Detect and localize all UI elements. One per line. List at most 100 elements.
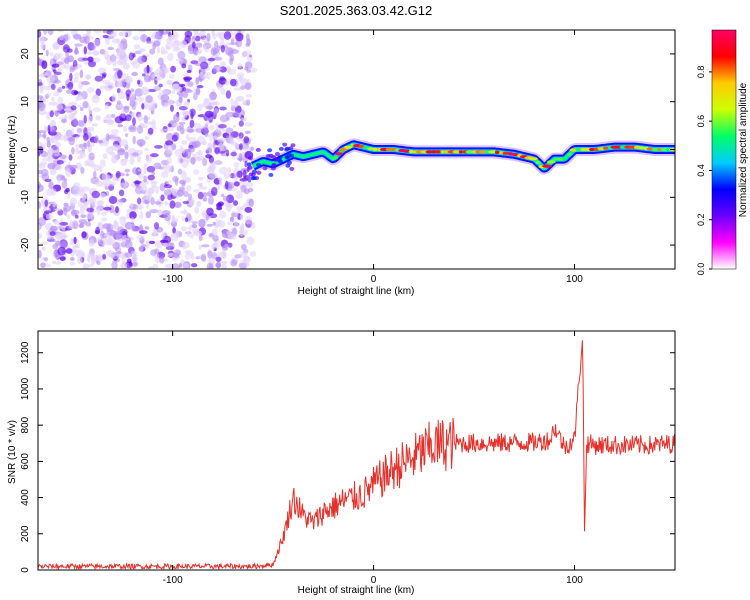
noise-blob [61,118,67,124]
noise-blob [192,169,200,175]
noise-blob [45,213,53,220]
spectrogram-y-tick-label: -20 [20,237,31,252]
noise-blob [155,68,163,76]
noise-blob [111,144,121,152]
noise-blob [82,263,90,269]
noise-blob [186,128,195,133]
noise-blob [183,77,191,83]
noise-blob [59,116,64,120]
noise-blob [183,191,189,197]
ridge-peak [458,150,464,154]
noise-blob [182,91,189,98]
noise-blob [38,163,46,169]
snr-plot-area [38,331,675,570]
noise-blob [205,213,209,221]
spectrogram-x-label: Height of straight line (km) [298,286,415,297]
noise-blob [185,217,188,223]
noise-blob [46,140,51,148]
noise-blob [198,56,207,64]
noise-blob [87,115,93,124]
noise-blob [72,33,82,40]
noise-blob [239,251,248,258]
noise-blob [154,145,163,149]
noise-blob [150,153,159,158]
noise-blob [141,103,145,110]
noise-blob [129,100,136,107]
noise-blob [132,60,141,69]
noise-blob [40,262,46,268]
noise-blob [210,162,216,171]
spectrogram-y-tick-label: -10 [20,190,31,205]
colorbar: 0.0 0.2 0.4 0.6 0.8 Normalized spectral ampl… [696,29,749,275]
ridge-peak [575,147,582,152]
noise-blob [206,32,211,42]
noise-blob [38,82,43,87]
noise-blob [218,77,227,85]
noise-blob [227,221,232,226]
noise-blob [116,59,125,66]
noise-blob [77,94,83,101]
ridge-start-blob [290,143,296,148]
noise-blob [212,234,219,242]
noise-blob [80,214,87,218]
noise-blob [180,226,188,232]
noise-blob [229,188,238,192]
noise-blob [148,240,156,245]
ridge-peak [562,157,568,161]
noise-blob [75,162,83,170]
noise-blob [174,201,182,208]
noise-blob [132,261,138,267]
noise-blob [182,241,190,249]
noise-blob [112,60,117,67]
noise-blob [168,35,173,41]
noise-blob [120,38,128,44]
noise-blob [110,137,119,142]
noise-blob [95,226,100,235]
noise-blob [137,79,141,85]
noise-blob [67,112,76,121]
noise-blob [223,31,232,40]
noise-blob [146,121,155,125]
noise-blob [51,260,57,264]
ridge-peak [589,147,596,152]
noise-blob [38,102,46,111]
noise-blob [244,82,252,90]
ridge-start-blob [277,155,283,160]
noise-blob [118,43,124,52]
noise-blob [250,222,256,229]
noise-blob [181,63,187,69]
noise-blob [53,79,61,84]
noise-blob [84,160,89,167]
noise-blob [200,61,209,70]
noise-blob [128,261,133,267]
noise-blob [163,242,168,247]
noise-blob [54,43,60,50]
ridge-peak [495,150,500,154]
noise-blob [59,256,66,261]
noise-blob [65,168,72,177]
noise-blob [225,127,234,135]
noise-blob [244,122,253,127]
ridge-start-blob [282,142,288,147]
noise-blob [201,244,210,248]
spectrogram-x-tick-label: -100 [163,274,183,285]
snr-y-tick-label: 200 [20,525,31,542]
noise-blob [182,73,189,77]
noise-blob [77,189,86,197]
noise-blob [211,100,220,107]
noise-blob [181,140,188,145]
noise-blob [138,48,146,53]
noise-blob [131,167,140,175]
noise-blob [146,64,150,74]
noise-blob [197,103,203,112]
noise-blob [166,53,174,62]
snr-series-line [38,340,675,570]
noise-blob [93,170,97,179]
noise-blob [38,109,47,116]
noise-blob [211,243,217,250]
ridge-peak [408,150,414,154]
ridge-peak [434,150,442,154]
noise-blob [235,32,244,42]
ridge-start-blob [286,152,292,157]
